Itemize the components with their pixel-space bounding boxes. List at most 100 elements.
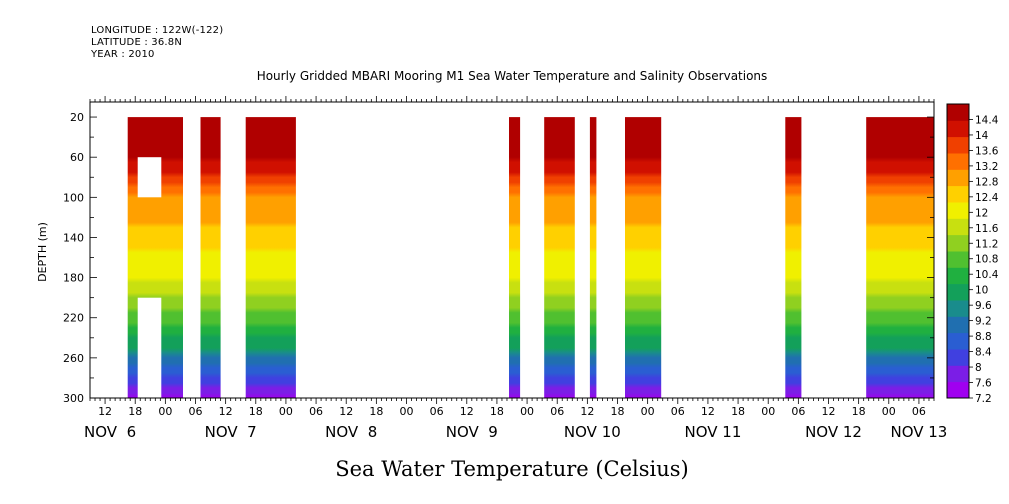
x-hour-label: 00 (158, 405, 172, 418)
colorbar-swatch (947, 218, 969, 236)
plot-area (127, 117, 934, 398)
x-day-label: NOV 6 (84, 423, 136, 441)
data-segment-3 (245, 117, 296, 398)
y-tick-label: 260 (63, 352, 84, 365)
data-segment-8 (785, 117, 802, 398)
chart-title: Hourly Gridded MBARI Mooring M1 Sea Wate… (257, 69, 768, 83)
colorbar-swatch (947, 300, 969, 317)
x-hour-label: 18 (369, 405, 383, 418)
colorbar-swatch (947, 104, 969, 121)
x-hour-label: 00 (400, 405, 414, 418)
x-hour-label: 00 (641, 405, 655, 418)
x-axis-title: Sea Water Temperature (Celsius) (335, 457, 689, 481)
colorbar-label: 7.6 (975, 378, 992, 390)
x-hour-label: 00 (279, 405, 293, 418)
data-segment-4 (509, 117, 521, 398)
y-tick-label: 180 (63, 272, 84, 285)
colorbar-label: 8.4 (975, 347, 992, 359)
colorbar-label: 11.6 (975, 223, 999, 235)
colorbar-label: 10.8 (975, 254, 998, 266)
x-hour-label: 18 (249, 405, 263, 418)
x-hour-label: 06 (791, 405, 805, 418)
colorbar-label: 13.6 (975, 145, 999, 157)
x-day-label: NOV 9 (446, 423, 498, 441)
colorbar-swatch (947, 251, 969, 268)
x-day-label: NOV 13 (890, 423, 947, 441)
x-hour-label: 00 (761, 405, 775, 418)
missing-data-gap-2 (137, 297, 162, 398)
x-hour-label: 00 (882, 405, 896, 418)
colorbar-swatch (947, 234, 969, 252)
x-hour-label: 06 (430, 405, 444, 418)
x-hour-label: 12 (580, 405, 594, 418)
colorbar-swatch (947, 136, 969, 154)
colorbar-label: 12.8 (975, 176, 998, 188)
colorbar-swatch (947, 283, 969, 301)
x-hour-label: 12 (460, 405, 474, 418)
x-day-label: NOV 10 (564, 423, 621, 441)
colorbar-label: 11.2 (975, 238, 998, 250)
axes: 12 18 00 06 12 18 00 06 12 18 00 06 12 18 00 06 12 18 00 06… (63, 96, 947, 441)
x-hour-label: 18 (128, 405, 142, 418)
x-day-label: NOV 12 (805, 423, 862, 441)
colorbar: 7.2 7.6 8 8.4 8.8 9.2 9.6 10 10.4 10.8 11.2 11.6 12 1… (946, 103, 999, 405)
colorbar-swatch (947, 185, 969, 203)
longitude-label: LONGITUDE : 122W(-122) (91, 25, 224, 36)
x-hour-label: 18 (490, 405, 504, 418)
x-day-label: NOV 7 (205, 423, 257, 441)
data-segment-6 (589, 117, 597, 398)
x-hour-label: 12 (98, 405, 112, 418)
x-hour-label: 18 (852, 405, 866, 418)
y-tick-label: 220 (63, 312, 84, 325)
x-hour-label: 06 (912, 405, 926, 418)
colorbar-label: 12 (975, 207, 988, 219)
x-hour-label: 18 (611, 405, 625, 418)
colorbar-swatch (947, 169, 969, 187)
colorbar-swatch (947, 332, 969, 350)
y-tick-label: 140 (63, 231, 84, 244)
colorbar-swatch (947, 267, 969, 285)
colorbar-label: 12.4 (975, 192, 999, 204)
y-axis-title: DEPTH (m) (36, 222, 49, 282)
x-hour-label: 06 (550, 405, 564, 418)
x-day-label: NOV 11 (685, 423, 742, 441)
x-hour-label: 12 (822, 405, 836, 418)
x-hour-label: 06 (309, 405, 323, 418)
y-tick-label: 60 (70, 151, 84, 164)
colorbar-label: 13.2 (975, 161, 998, 173)
colorbar-swatch (947, 120, 969, 138)
x-hour-label: 06 (189, 405, 203, 418)
colorbar-swatch (947, 365, 969, 383)
x-hour-label: 18 (731, 405, 745, 418)
missing-data-gap-1 (137, 157, 162, 198)
colorbar-swatch (947, 381, 969, 399)
data-segment-5 (544, 117, 575, 398)
y-tick-label: 300 (63, 392, 84, 405)
colorbar-label: 14 (975, 130, 989, 142)
colorbar-frame (946, 103, 970, 399)
colorbar-label: 9.6 (975, 300, 992, 312)
colorbar-label: 8.8 (975, 331, 992, 343)
x-hour-label: 12 (701, 405, 715, 418)
x-day-label: NOV 8 (325, 423, 377, 441)
data-segment-7 (625, 117, 662, 398)
y-tick-label: 20 (70, 111, 84, 124)
colorbar-swatch (947, 202, 969, 219)
data-segment-2 (200, 117, 221, 398)
colorbar-label: 10 (975, 285, 988, 297)
data-segment-9 (866, 117, 934, 398)
colorbar-label: 7.2 (975, 393, 992, 405)
colorbar-label: 14.4 (975, 114, 999, 126)
latitude-label: LATITUDE : 36.8N (91, 37, 183, 48)
x-hour-label: 00 (520, 405, 534, 418)
colorbar-swatch (947, 153, 969, 170)
year-label: YEAR : 2010 (91, 49, 155, 60)
x-hour-label: 12 (339, 405, 353, 418)
colorbar-label: 10.4 (975, 269, 999, 281)
x-hour-label: 12 (219, 405, 233, 418)
colorbar-label: 8 (975, 362, 982, 374)
y-tick-label: 100 (63, 191, 84, 204)
x-hour-label: 06 (671, 405, 685, 418)
